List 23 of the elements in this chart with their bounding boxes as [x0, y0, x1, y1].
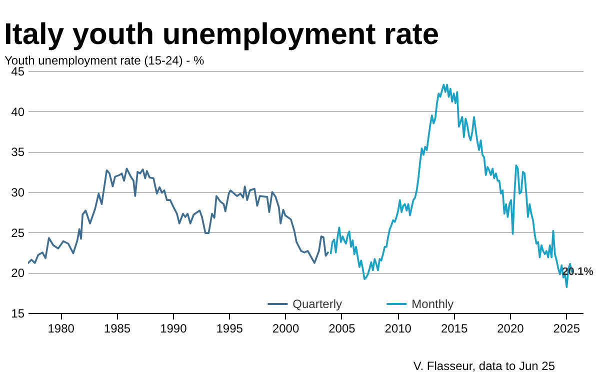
y-axis-title: Youth unemployment rate (15-24) - % — [4, 54, 204, 68]
y-tick-label: 35 — [11, 145, 25, 160]
y-tick-label: 45 — [11, 64, 25, 78]
y-tick-label: 30 — [11, 186, 25, 200]
x-tick-label: 2025 — [553, 322, 580, 336]
legend-label: Monthly — [412, 297, 454, 311]
x-tick-label: 2000 — [272, 322, 300, 336]
y-tick-label: 15 — [11, 306, 25, 320]
x-tick-label: 1980 — [48, 322, 75, 336]
chart-title: Italy youth unemployment rate — [4, 18, 440, 51]
x-tick-label: 2010 — [384, 322, 412, 336]
line-series — [28, 168, 329, 264]
x-tick-label: 1985 — [104, 322, 131, 336]
x-tick-label: 2020 — [497, 322, 524, 336]
y-tick-label: 40 — [11, 104, 25, 119]
legend-label: Quarterly — [292, 297, 342, 311]
text: V. Flasseur, data to Jun 25 — [413, 359, 556, 373]
y-tick-label: 25 — [11, 226, 25, 240]
y-tick-label: 20 — [11, 266, 25, 280]
x-tick-label: 1990 — [160, 322, 188, 336]
x-tick-label: 2005 — [328, 322, 356, 336]
x-tick-label: 1995 — [216, 322, 244, 336]
x-tick-label: 2015 — [440, 322, 468, 336]
